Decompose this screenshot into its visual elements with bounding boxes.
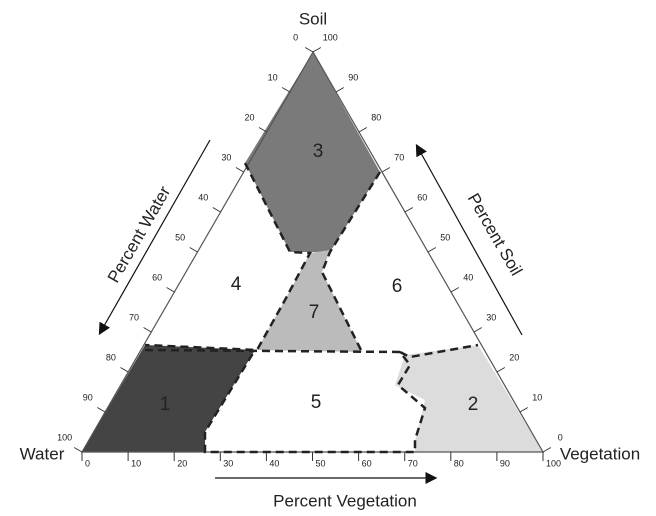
tick-mark [73,447,83,453]
tick-label: 10 [532,392,542,402]
boundary-4 [144,162,313,352]
tick-label: 50 [175,232,185,242]
tick-label: 80 [454,458,464,468]
tick-label: 80 [371,112,381,122]
axis-title-water: Percent Water [104,183,175,286]
tick-label: 60 [362,458,372,468]
region-1-fill [82,345,255,452]
region-3-fill [245,52,380,252]
corner-soil: Soil [299,9,327,28]
tick-label: 30 [486,312,496,322]
tick-mark [258,127,268,133]
corner-vegetation: Vegetation [560,444,640,463]
tick-mark [235,167,244,173]
tick-mark [143,327,152,333]
tick-label: 10 [268,72,278,82]
tick-mark [312,47,322,53]
tick-label: 40 [269,458,279,468]
tick-label: 80 [106,352,116,362]
tick-label: 100 [57,432,72,442]
region-label: 1 [160,394,171,415]
tick-mark [519,407,529,413]
region-label: 3 [313,141,324,162]
tick-label: 30 [221,152,231,162]
axis-title-soil: Percent Soil [464,190,526,279]
tick-label: 50 [316,458,326,468]
boundary-5 [144,348,427,454]
tick-label: 0 [558,432,563,442]
tick-label: 70 [394,152,404,162]
arrow-water [98,139,211,336]
region-7-fill [257,250,362,352]
tick-mark [212,207,221,213]
tick-label: 60 [417,192,427,202]
tick-label: 0 [293,32,298,42]
tick-label: 90 [348,72,358,82]
tick-label: 70 [129,312,139,322]
region-label: 4 [231,274,242,295]
tick-mark [404,207,414,213]
tick-label: 30 [223,458,233,468]
tick-label: 70 [408,458,418,468]
tick-label: 0 [85,458,90,468]
region-2-fill [395,345,543,452]
region-label: 7 [309,302,320,323]
tick-label: 90 [83,392,93,402]
tick-label: 20 [244,112,254,122]
tick-label: 100 [323,32,338,42]
axis-title-vegetation: Percent Vegetation [273,491,417,510]
tick-mark [97,407,106,413]
tick-label: 10 [131,458,141,468]
tick-mark [189,247,198,253]
tick-label: 50 [440,232,450,242]
tick-label: 60 [152,272,162,282]
tick-label: 40 [198,192,208,202]
tick-mark [542,447,552,453]
tick-label: 100 [546,458,561,468]
region-label: 5 [311,392,322,413]
region-label: 2 [468,394,479,415]
corner-water: Water [20,444,65,463]
tick-mark [281,87,291,93]
tick-label: 90 [500,458,510,468]
arrow-soil [415,143,523,336]
tick-mark [381,167,391,173]
tick-label: 40 [463,272,473,282]
tick-mark [166,287,175,293]
tick-mark [496,367,506,373]
tick-mark [450,287,460,293]
tick-label: 20 [177,458,187,468]
tick-mark [335,87,345,93]
boundary-6 [320,171,479,359]
tick-mark [120,367,129,373]
region-label: 6 [392,276,403,297]
tick-mark [473,327,483,333]
tick-mark [358,127,368,133]
tick-mark [427,247,437,253]
tick-label: 20 [509,352,519,362]
tick-mark [304,47,314,53]
